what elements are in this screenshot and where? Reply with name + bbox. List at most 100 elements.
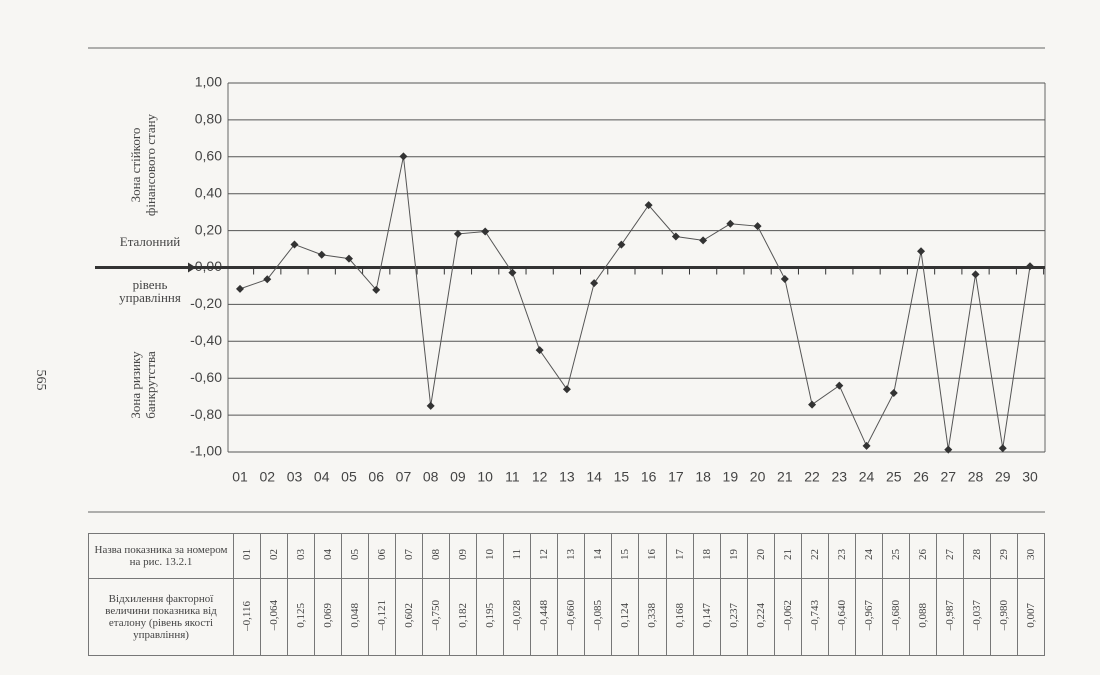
data-point <box>917 247 926 256</box>
cell-text: 23 <box>835 549 848 560</box>
data-point <box>263 275 272 284</box>
x-tick-label: 12 <box>532 469 548 485</box>
table-cell: 0,338 <box>638 578 667 656</box>
row-label: Відхилення факторної величини показника … <box>88 578 234 656</box>
y-tick-label: 0,40 <box>195 184 222 200</box>
table-cell: 0,124 <box>611 578 640 656</box>
table-cell: –0,062 <box>773 578 802 656</box>
y-tick-label: -0,60 <box>190 369 222 385</box>
table-cell: –0,660 <box>557 578 586 656</box>
x-tick-label: 01 <box>232 469 248 485</box>
x-tick-label: 25 <box>886 469 902 485</box>
x-tick-label: 23 <box>832 469 848 485</box>
cell-text: 0,168 <box>673 603 686 628</box>
x-tick-label: 05 <box>341 469 357 485</box>
page-number: 565 <box>33 370 48 391</box>
y-tick-label: -0,20 <box>190 295 222 311</box>
cell-text: 16 <box>646 549 659 560</box>
cell-text: 15 <box>619 549 632 560</box>
data-point <box>753 222 762 231</box>
table-cell: 0,147 <box>692 578 721 656</box>
data-point <box>344 254 353 263</box>
cell-text: 0,088 <box>916 603 929 628</box>
x-tick-label: 30 <box>1022 469 1038 485</box>
table-cell: 09 <box>449 533 478 579</box>
table-cell: –0,028 <box>503 578 532 656</box>
x-tick-label: 08 <box>423 469 439 485</box>
data-point <box>671 232 680 241</box>
cell-text: 24 <box>862 549 875 560</box>
table-cell: –0,448 <box>530 578 559 656</box>
table-cell: –0,750 <box>422 578 451 656</box>
zero-arrow <box>188 262 196 273</box>
cell-text: –0,064 <box>268 600 281 631</box>
cell-text: 0,069 <box>322 603 335 628</box>
data-point <box>453 229 462 238</box>
table-cell: 0,237 <box>719 578 748 656</box>
table-cell: 03 <box>287 533 316 579</box>
table-cell: 0,195 <box>476 578 505 656</box>
cell-text: 25 <box>889 549 902 560</box>
table-cell: 0,088 <box>908 578 937 656</box>
data-line <box>239 156 1031 450</box>
table-cell: 04 <box>314 533 343 579</box>
table-cell: 0,602 <box>395 578 424 656</box>
cell-text: –0,085 <box>592 600 605 631</box>
cell-text: 28 <box>970 549 983 560</box>
cell-text: 0,224 <box>754 603 767 628</box>
cell-text: 11 <box>511 549 524 560</box>
cell-text: 12 <box>538 549 551 560</box>
x-tick-label: 04 <box>314 469 330 485</box>
zone-annotation: управління <box>119 290 181 305</box>
cell-text: 02 <box>268 549 281 560</box>
y-tick-label: 0,20 <box>195 221 222 237</box>
table-cell: –0,121 <box>368 578 397 656</box>
row-label: Назва показника за номером на рис. 13.2.… <box>88 533 234 579</box>
cell-text: 27 <box>943 549 956 560</box>
cell-text: –0,750 <box>430 600 443 631</box>
data-point <box>372 285 381 294</box>
table-cell: 0,007 <box>1016 578 1046 656</box>
data-point <box>535 346 544 355</box>
table-cell: –0,987 <box>935 578 964 656</box>
table-cell: –0,680 <box>881 578 910 656</box>
x-tick-label: 14 <box>586 469 602 485</box>
data-point <box>590 279 599 288</box>
zone-annotation: банкрутства <box>143 351 158 419</box>
zone-annotation: Зона стійкого <box>128 128 143 203</box>
x-tick-label: 17 <box>668 469 684 485</box>
x-tick-label: 11 <box>505 469 520 485</box>
x-tick-label: 15 <box>614 469 630 485</box>
table-cell: 17 <box>665 533 694 579</box>
zone-annotation: Еталонний <box>120 234 181 249</box>
cell-text: 17 <box>673 549 686 560</box>
data-point <box>399 152 408 161</box>
data-point <box>780 274 789 283</box>
x-tick-label: 26 <box>913 469 929 485</box>
data-point <box>835 381 844 390</box>
table-cell: –0,980 <box>989 578 1018 656</box>
x-tick-label: 16 <box>641 469 657 485</box>
data-point <box>862 441 871 450</box>
table-cell: 16 <box>638 533 667 579</box>
cell-text: –0,743 <box>808 600 821 631</box>
data-point <box>1026 262 1034 271</box>
cell-text: 22 <box>808 549 821 560</box>
zone-annotation: фінансового стану <box>143 113 158 216</box>
table-cell: 14 <box>584 533 613 579</box>
table-cell: 0,224 <box>746 578 775 656</box>
x-tick-label: 06 <box>368 469 384 485</box>
cell-text: 03 <box>295 549 308 560</box>
cell-text: 14 <box>592 549 605 560</box>
cell-text: 19 <box>727 549 740 560</box>
data-point <box>317 250 326 259</box>
x-tick-label: 02 <box>259 469 275 485</box>
x-tick-label: 09 <box>450 469 466 485</box>
cell-text: 0,124 <box>619 603 632 628</box>
table-cell: 12 <box>530 533 559 579</box>
cell-text: 0,182 <box>457 603 470 628</box>
data-point <box>617 240 626 249</box>
table-cell: 29 <box>989 533 1018 579</box>
cell-text: –0,037 <box>970 600 983 631</box>
